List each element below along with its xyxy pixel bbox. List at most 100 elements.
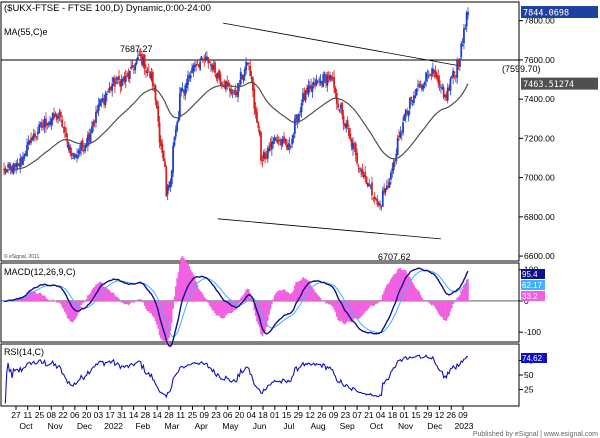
x-day-label-27: 09 xyxy=(329,410,339,420)
macd-plot xyxy=(1,256,519,348)
candle-body xyxy=(208,60,211,63)
x-day-label-37: 26 xyxy=(447,410,457,420)
candle-body xyxy=(134,63,137,71)
candle-body xyxy=(99,99,101,106)
candle-body xyxy=(442,87,445,98)
candle-body xyxy=(361,169,364,175)
candle-body xyxy=(92,121,95,126)
candle-body xyxy=(235,92,238,95)
candle-body xyxy=(100,100,103,102)
candle-body xyxy=(458,58,461,67)
x-day-label-13: 28 xyxy=(164,410,174,420)
candle-body xyxy=(162,150,165,162)
candle-body xyxy=(187,75,189,85)
x-day-label-7: 03 xyxy=(94,410,104,420)
candle-body xyxy=(119,81,122,87)
candle-body xyxy=(38,124,41,133)
macd-tag-bg-0 xyxy=(521,269,545,279)
candle-body xyxy=(430,73,433,77)
candle-body xyxy=(379,203,381,206)
candle-body xyxy=(126,74,129,76)
candle-body xyxy=(321,81,323,85)
candle-body xyxy=(450,76,453,79)
candle-body xyxy=(142,56,145,66)
candle-body xyxy=(444,94,446,97)
x-month-label-10: Aug xyxy=(310,421,325,431)
candle-body xyxy=(404,109,407,118)
x-day-label-0: 27 xyxy=(11,410,21,420)
x-day-label-36: 12 xyxy=(435,410,445,420)
candle-body xyxy=(270,141,273,150)
candle-body xyxy=(448,87,450,91)
candle-body xyxy=(264,152,266,160)
candle-body xyxy=(237,83,239,97)
candle-body xyxy=(86,135,89,146)
candle-body xyxy=(115,82,118,84)
rsi-label: RSI(14,C) xyxy=(4,347,44,357)
candle-body xyxy=(349,133,352,139)
candle-body xyxy=(189,74,192,79)
x-month-label-9: Jul xyxy=(283,421,294,431)
x-day-label-30: 21 xyxy=(364,410,374,420)
candle-body xyxy=(353,145,356,147)
candle-body xyxy=(256,111,258,123)
candle-body xyxy=(381,191,384,207)
last-price-tag-bg xyxy=(521,6,598,19)
main-y-tick-label-0: 7800.00 xyxy=(524,16,555,26)
x-month-label-12: Oct xyxy=(370,421,384,431)
candle-body xyxy=(327,76,330,79)
candle-body xyxy=(177,117,180,122)
candle-body xyxy=(3,169,5,170)
candle-body xyxy=(464,27,467,30)
candle-body xyxy=(438,80,441,87)
candle-body xyxy=(396,138,399,156)
candle-body xyxy=(441,87,444,90)
candle-body xyxy=(219,73,222,85)
candle-body xyxy=(433,70,436,73)
credit-text: © eSignal, 2011 xyxy=(4,253,40,260)
candle-body xyxy=(229,88,231,92)
candle-body xyxy=(400,133,403,135)
candle-body xyxy=(72,158,74,159)
candle-body xyxy=(346,120,349,127)
candle-body xyxy=(34,133,37,137)
candle-body xyxy=(61,119,64,127)
candle-body xyxy=(333,76,335,88)
candle-body xyxy=(362,175,365,178)
candle-body xyxy=(356,153,358,164)
candle-body xyxy=(122,78,124,82)
candle-body xyxy=(319,80,322,84)
candle-body xyxy=(184,85,187,96)
candle-body xyxy=(281,138,284,145)
candle-body xyxy=(26,144,28,157)
candle-body xyxy=(19,158,22,168)
candle-body xyxy=(417,85,419,87)
candle-body xyxy=(372,198,375,200)
candle-body xyxy=(423,82,426,85)
candle-body xyxy=(47,123,50,125)
x-month-label-3: 2022 xyxy=(104,421,123,431)
candle-body xyxy=(377,202,380,206)
candle-body xyxy=(42,126,45,128)
candle-body xyxy=(325,74,327,84)
candle-body xyxy=(17,163,20,166)
candle-body xyxy=(292,135,295,139)
candle-body xyxy=(357,165,360,167)
x-day-label-24: 29 xyxy=(294,410,304,420)
x-month-label-7: May xyxy=(222,421,239,431)
candle-body xyxy=(265,156,268,158)
candle-body xyxy=(304,90,307,101)
candle-body xyxy=(457,59,460,65)
candle-body xyxy=(276,140,279,143)
candle-body xyxy=(80,142,83,151)
x-day-label-11: 28 xyxy=(141,410,151,420)
candle-body xyxy=(45,118,47,126)
x-day-label-23: 15 xyxy=(282,410,292,420)
main-y-tick-label-4: 7000.00 xyxy=(524,173,555,183)
candle-body xyxy=(147,69,150,71)
candle-body xyxy=(371,182,373,196)
candle-body xyxy=(323,75,326,77)
ema-55-line xyxy=(3,81,469,171)
candle-body xyxy=(181,88,184,91)
candle-body xyxy=(157,105,160,122)
